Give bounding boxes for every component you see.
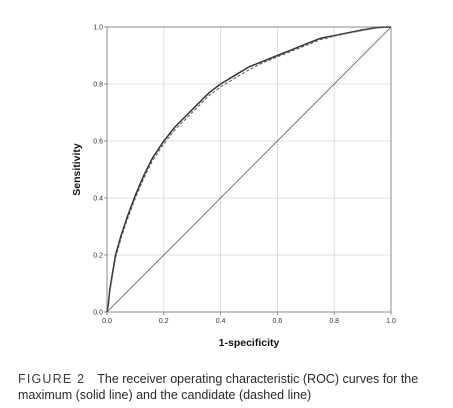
figure-caption: FIGURE 2 The receiver operating character… [18, 371, 443, 403]
x-tick-label: 0.6 [273, 318, 283, 325]
y-tick-label: 0.6 [93, 139, 103, 146]
x-tick-label: 0.2 [159, 318, 169, 325]
reference-diagonal-line [106, 26, 392, 313]
maximum-roc-curve [106, 26, 392, 313]
y-tick-label: 0.2 [93, 253, 103, 260]
y-tick-label: 0.0 [93, 310, 103, 317]
figure-label: FIGURE 2 [18, 372, 86, 386]
y-tick-label: 1.0 [93, 25, 103, 32]
roc-chart: 0.0 0.2 0.4 0.6 0.8 1.0 0.0 0.2 0.4 0.6 0.8 1.0 1-s… [71, 25, 396, 350]
plot-area-frame [106, 26, 392, 313]
x-tick-label: 0.8 [329, 318, 339, 325]
x-tick-label: 0.0 [102, 318, 112, 325]
figure-caption-text: The receiver operating characteristic (R… [18, 372, 419, 402]
roc-series [106, 26, 392, 313]
y-axis-title: Sensitivity [71, 143, 83, 196]
y-tick-label: 0.8 [93, 82, 103, 89]
candidate-roc-curve [106, 26, 392, 313]
y-tick-label: 0.4 [93, 196, 103, 203]
x-axis-title: 1-specificity [219, 337, 280, 349]
x-tick-label: 1.0 [386, 318, 396, 325]
axis-ticks: 0.0 0.2 0.4 0.6 0.8 1.0 0.0 0.2 0.4 0.6 0.8 1.0 [93, 25, 396, 326]
x-tick-label: 0.4 [216, 318, 226, 325]
